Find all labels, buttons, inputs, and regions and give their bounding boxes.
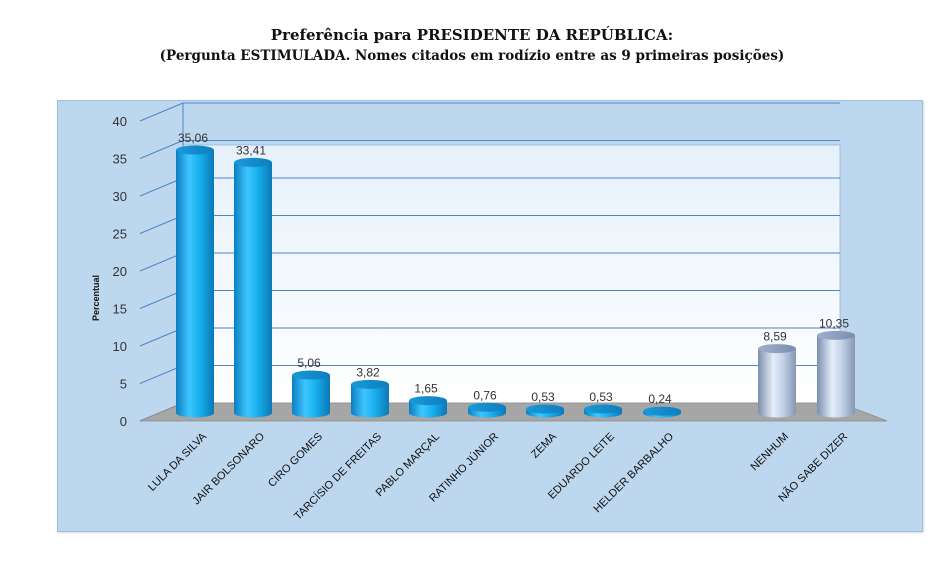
bar-body bbox=[758, 348, 796, 418]
y-tick-label: 40 bbox=[113, 114, 127, 129]
gridline-diagonal bbox=[139, 140, 184, 159]
data-label: 35,06 bbox=[178, 131, 208, 145]
bar-body bbox=[234, 162, 272, 418]
y-tick-label: 30 bbox=[113, 189, 127, 204]
bar bbox=[234, 157, 272, 418]
data-label: 5,06 bbox=[297, 356, 321, 370]
x-tick-label: NENHUM bbox=[748, 431, 791, 474]
bar-top bbox=[526, 404, 564, 414]
bar-top bbox=[234, 157, 272, 167]
x-tick-label: LULA DA SILVA bbox=[146, 430, 210, 494]
data-label: 0,24 bbox=[648, 392, 672, 406]
gridline-diagonal bbox=[139, 215, 184, 234]
y-tick-label: 5 bbox=[120, 377, 127, 392]
data-label: 1,65 bbox=[414, 382, 438, 396]
gridline-diagonal bbox=[139, 252, 184, 272]
bar-top bbox=[409, 396, 447, 406]
bar-body bbox=[176, 150, 214, 418]
bar bbox=[584, 404, 622, 418]
plot-wall bbox=[182, 144, 841, 404]
bar-body bbox=[351, 384, 389, 418]
y-tick-label: 0 bbox=[120, 414, 127, 429]
bar bbox=[817, 330, 855, 418]
bar bbox=[409, 396, 447, 418]
bar bbox=[468, 402, 506, 418]
bar-top bbox=[176, 145, 214, 155]
bar-top bbox=[584, 404, 622, 414]
data-label: 0,53 bbox=[531, 390, 555, 404]
chart-subtitle: (Pergunta ESTIMULADA. Nomes citados em r… bbox=[159, 48, 785, 64]
x-tick-label: ZEMA bbox=[529, 430, 560, 461]
y-tick-label: 25 bbox=[113, 227, 127, 242]
data-label: 33,41 bbox=[236, 143, 266, 157]
bar bbox=[351, 379, 389, 418]
bar bbox=[292, 370, 330, 418]
bar-top bbox=[758, 344, 796, 354]
bar-body bbox=[409, 400, 447, 418]
x-tick-label: PABLO MARÇAL bbox=[374, 431, 442, 499]
bar-top bbox=[351, 379, 389, 389]
bar-body bbox=[292, 375, 330, 418]
y-tick-label: 35 bbox=[113, 152, 127, 167]
data-label: 0,76 bbox=[473, 388, 497, 402]
y-axis-label: Percentual bbox=[91, 275, 101, 321]
bar bbox=[526, 404, 564, 418]
bar-top bbox=[643, 406, 681, 416]
bar bbox=[643, 406, 681, 418]
data-label: 3,82 bbox=[356, 365, 380, 379]
data-label: 10,35 bbox=[819, 316, 849, 330]
y-tick-label: 20 bbox=[113, 264, 127, 279]
bar bbox=[176, 145, 214, 418]
chart-title: Preferência para PRESIDENTE DA REPÚBLICA… bbox=[270, 26, 674, 44]
bar-top bbox=[468, 402, 506, 412]
data-label: 8,59 bbox=[763, 330, 787, 344]
bar-top bbox=[292, 370, 330, 380]
gridline-diagonal bbox=[139, 290, 184, 309]
bar-body bbox=[817, 335, 855, 418]
gridline-diagonal bbox=[139, 102, 184, 122]
gridline-diagonal bbox=[139, 365, 184, 384]
gridline-diagonal bbox=[139, 327, 184, 347]
bar-top bbox=[817, 330, 855, 340]
gridline-diagonal bbox=[139, 177, 184, 197]
x-tick-label: CIRO GOMES bbox=[266, 431, 325, 490]
bar bbox=[758, 344, 796, 418]
y-tick-label: 15 bbox=[113, 302, 127, 317]
y-tick-label: 10 bbox=[113, 339, 127, 354]
data-label: 0,53 bbox=[589, 390, 613, 404]
